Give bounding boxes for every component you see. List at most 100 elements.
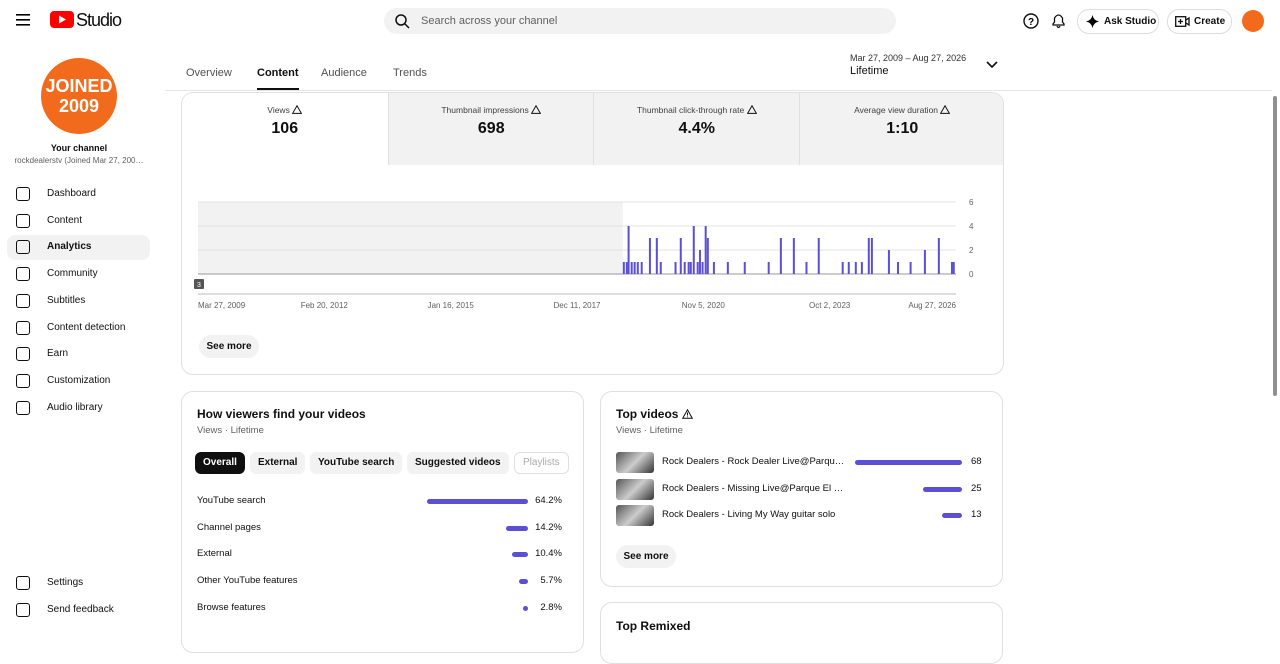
source-bar: [427, 499, 528, 504]
video-bar: [941, 513, 962, 518]
menu-icon[interactable]: [16, 13, 32, 27]
video-title[interactable]: Rock Dealers - Living My Way guitar solo: [662, 509, 836, 520]
channel-avatar[interactable]: JOINED 2009: [41, 58, 117, 134]
bar: [674, 262, 677, 274]
dropdown-icon[interactable]: [986, 61, 998, 69]
bar: [712, 262, 715, 274]
source-value: 14.2%: [535, 521, 562, 533]
nav-item[interactable]: Dashboard: [47, 188, 96, 199]
source-label: Browse features: [197, 601, 266, 613]
tab[interactable]: Overview: [186, 67, 232, 79]
bar: [698, 250, 701, 274]
nav-icon: [16, 187, 30, 201]
filter-chip[interactable]: YouTube search: [310, 452, 403, 474]
ask-studio-button[interactable]: Ask Studio: [1077, 9, 1159, 34]
nav-item[interactable]: Customization: [47, 374, 111, 386]
bar: [743, 262, 746, 274]
metric-label: Average view duration: [800, 104, 1004, 115]
scrollbar[interactable]: [1273, 96, 1277, 396]
x-tick-label: Aug 27, 2026: [908, 301, 956, 310]
metric-label: Thumbnail impressions: [389, 104, 595, 115]
metric-value: 106: [271, 120, 299, 137]
video-bar: [922, 486, 962, 492]
nav-icon: [16, 240, 30, 255]
filter-chip[interactable]: External: [250, 452, 306, 474]
bar: [625, 262, 628, 274]
ask-studio-label: Ask Studio: [1104, 16, 1157, 27]
nav-icon: [16, 347, 30, 362]
warning-icon: [291, 104, 303, 114]
views-card: 0 2 4 6 Mar 27, 2009 Feb 20, 2012 Jan 16, 2015…: [181, 92, 1004, 375]
video-thumbnail[interactable]: [616, 478, 654, 500]
source-value: 64.2%: [535, 495, 562, 506]
bar: [630, 262, 633, 274]
filter-chip[interactable]: Suggested videos: [407, 452, 509, 474]
metric-value: 698: [477, 120, 505, 137]
tab[interactable]: Content: [257, 67, 299, 79]
create-button[interactable]: Create: [1167, 9, 1232, 34]
y-tick-label: 2: [969, 246, 974, 255]
x-tick-label: Feb 20, 2012: [301, 301, 349, 310]
see-more-button[interactable]: See more: [199, 335, 259, 358]
bell-icon[interactable]: [1051, 12, 1066, 29]
video-title[interactable]: Rock Dealers - Rock Dealer Live@Parqu…: [662, 456, 845, 467]
divider: [165, 90, 1272, 91]
nav-icon: [16, 576, 30, 590]
metric-label-text: Views: [267, 105, 290, 115]
tab[interactable]: Trends: [393, 67, 427, 79]
nav-icon: [16, 213, 30, 228]
video-views: 25: [971, 482, 982, 494]
help-icon[interactable]: ?: [1023, 13, 1039, 29]
source-bar: [511, 552, 528, 558]
nav-icon: [16, 373, 30, 388]
bar: [805, 262, 808, 274]
nav-item[interactable]: Settings: [47, 577, 84, 588]
bar: [867, 238, 870, 274]
metric-tab[interactable]: Thumbnail click-through rate 4.4%: [593, 93, 800, 165]
create-label: Create: [1194, 16, 1226, 27]
nav-item[interactable]: Earn: [47, 348, 69, 360]
bar: [683, 262, 686, 274]
nav-item[interactable]: Content detection: [47, 321, 126, 333]
tab[interactable]: Audience: [321, 67, 367, 79]
account-avatar[interactable]: [1242, 10, 1264, 32]
nav-item[interactable]: Subtitles: [47, 294, 86, 306]
x-tick-label: Nov 5, 2020: [682, 301, 726, 310]
metric-tab[interactable]: Views 106: [182, 93, 388, 165]
nav-item[interactable]: Audio library: [47, 401, 103, 413]
metric-tab[interactable]: Thumbnail impressions 698: [387, 93, 595, 165]
channel-name: rockdealerstv (Joined Mar 27, 200…: [14, 156, 144, 165]
filter-chip[interactable]: Overall: [195, 452, 245, 474]
metric-tab[interactable]: Average view duration 1:10: [798, 93, 1004, 165]
bar: [622, 262, 625, 274]
nav-icon: [16, 267, 30, 282]
see-more-button[interactable]: See more: [616, 545, 676, 568]
video-thumbnail[interactable]: [616, 452, 654, 473]
bar: [679, 238, 682, 274]
bar: [937, 238, 940, 274]
date-period[interactable]: Lifetime: [850, 65, 889, 77]
source-label: External: [197, 548, 232, 560]
video-thumbnail[interactable]: [616, 505, 654, 526]
bar: [952, 262, 955, 274]
y-tick-label: 0: [969, 270, 974, 279]
bar: [870, 238, 873, 274]
video-title[interactable]: Rock Dealers - Missing Live@Parque El …: [662, 482, 844, 494]
bar: [841, 262, 844, 274]
bar: [701, 262, 704, 274]
nav-item[interactable]: Community: [47, 268, 98, 280]
metric-label: Thumbnail click-through rate: [594, 104, 800, 115]
nav-item[interactable]: Send feedback: [47, 604, 114, 615]
nav-item[interactable]: Content: [47, 214, 83, 226]
logo-icon[interactable]: [50, 11, 74, 28]
top-videos-title: Top videos: [616, 407, 679, 421]
tab-underline: [257, 88, 299, 90]
bar: [706, 238, 709, 274]
nav-item[interactable]: Analytics: [47, 241, 92, 253]
bar: [655, 238, 658, 274]
bar: [696, 262, 699, 274]
nav-icon: [16, 400, 30, 415]
search-box[interactable]: Search across your channel: [384, 8, 896, 34]
metric-label-text: Thumbnail impressions: [441, 105, 529, 115]
source-label: Channel pages: [197, 521, 261, 533]
